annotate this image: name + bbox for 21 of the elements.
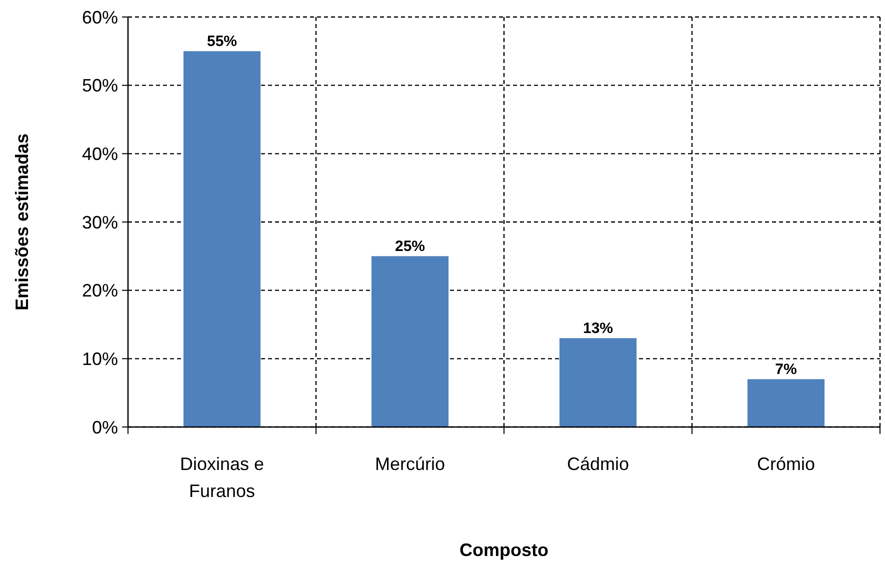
bar (183, 51, 261, 427)
data-label: 13% (582, 320, 614, 338)
y-tick-label: 40% (82, 144, 118, 164)
bar (371, 256, 449, 427)
data-label: 7% (775, 361, 797, 378)
y-tick-label: 0% (92, 417, 118, 438)
y-tick-label: 20% (82, 280, 118, 301)
y-axis-title: Emissões estimadas (12, 133, 32, 311)
y-tick-label: 60% (82, 7, 118, 28)
y-tick-label: 30% (82, 212, 118, 232)
bar (747, 379, 825, 427)
x-tick-label: Dioxinas e Furanos (180, 454, 264, 501)
x-tick-label: Mercúrio (374, 454, 446, 474)
x-axis-title: Composto (460, 540, 548, 560)
data-label: 55% (206, 33, 238, 50)
y-tick-label: 10% (82, 348, 118, 369)
y-tick-label: 50% (82, 76, 118, 96)
bar (559, 338, 637, 427)
x-tick-label: Cádmio (566, 454, 630, 474)
data-label: 25% (394, 238, 426, 256)
x-tick-label: Crómio (756, 454, 816, 474)
